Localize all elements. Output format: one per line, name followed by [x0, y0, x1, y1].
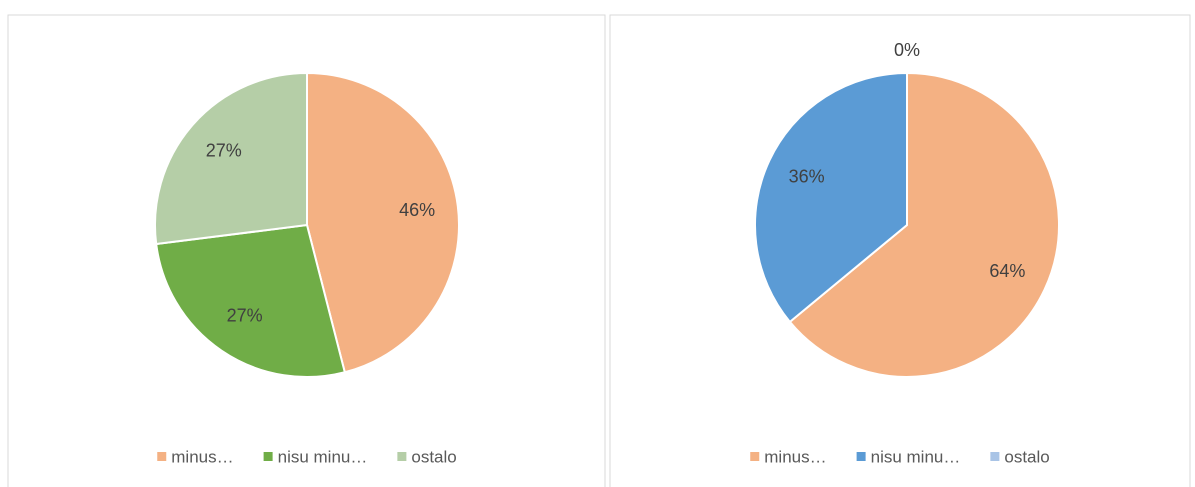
pie-slice: [306, 71, 460, 374]
data-label: 0%: [894, 40, 920, 60]
data-label: 27%: [206, 140, 242, 160]
legend-label: minus…: [171, 447, 233, 466]
data-label: 36%: [789, 167, 825, 187]
legend-swatch: [157, 452, 167, 461]
legend-swatch: [990, 452, 1000, 461]
data-label: 64%: [989, 261, 1025, 281]
pie-slice: [154, 71, 308, 246]
legend-label: minus…: [764, 447, 826, 466]
legend-label: ostalo: [1004, 447, 1049, 466]
legend-label: nisu minu…: [871, 447, 961, 466]
data-label: 46%: [399, 200, 435, 220]
legend-label: nisu minu…: [278, 447, 368, 466]
pie-slice: [788, 71, 1060, 378]
legend-label: ostalo: [411, 447, 456, 466]
pie-slice: [754, 71, 908, 324]
legend-swatch: [750, 452, 760, 461]
pie-slice: [155, 223, 347, 378]
legend-swatch: [856, 452, 866, 461]
legend-swatch: [397, 452, 407, 461]
data-label: 27%: [227, 306, 263, 326]
legend-swatch: [263, 452, 273, 461]
